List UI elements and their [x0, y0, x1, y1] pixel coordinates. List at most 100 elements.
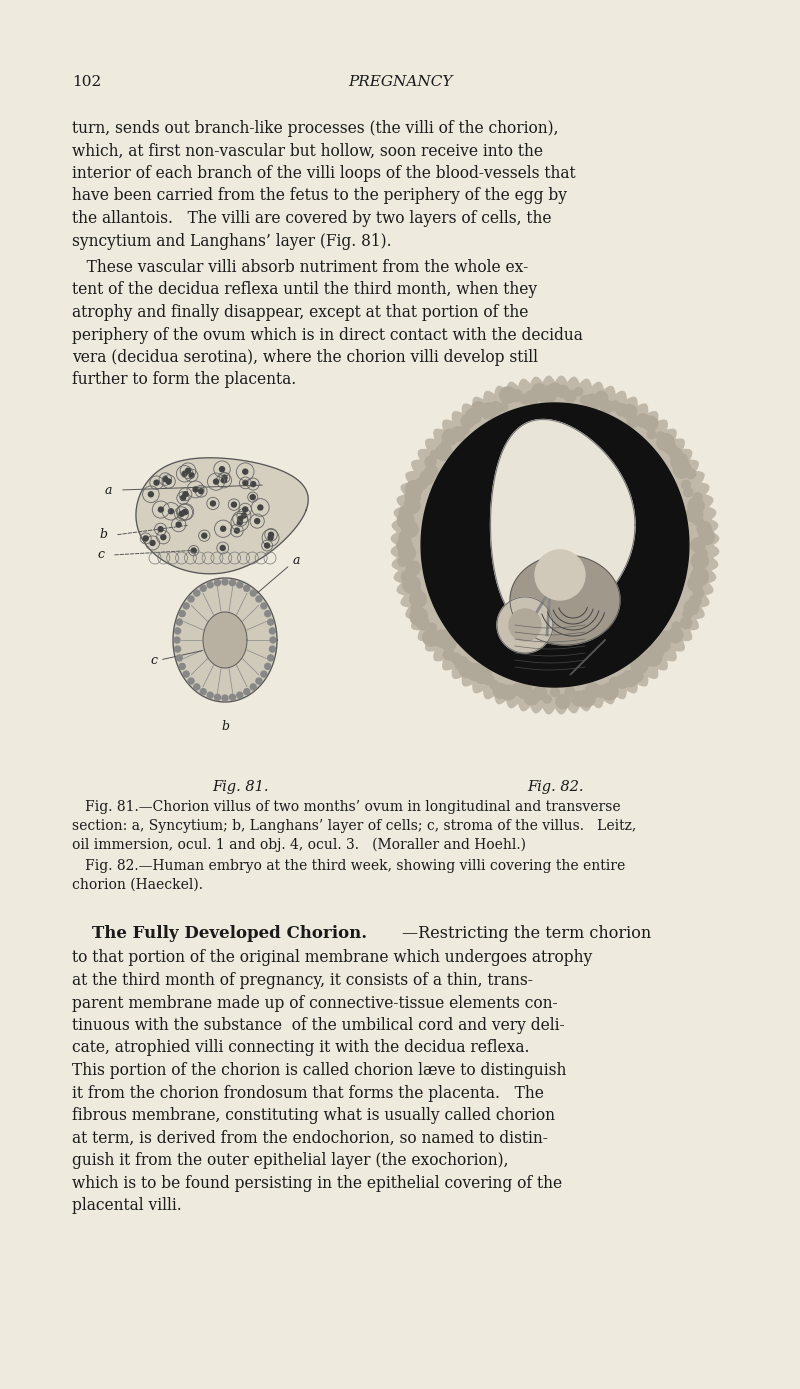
Text: fibrous membrane, constituting what is usually called chorion: fibrous membrane, constituting what is u… — [72, 1107, 555, 1124]
Circle shape — [518, 683, 533, 699]
Text: Fig. 82.: Fig. 82. — [526, 781, 583, 795]
Circle shape — [150, 540, 155, 546]
Circle shape — [182, 510, 187, 515]
Circle shape — [410, 590, 426, 607]
Circle shape — [158, 507, 163, 513]
Circle shape — [237, 692, 243, 699]
Circle shape — [250, 590, 256, 596]
Polygon shape — [203, 613, 247, 668]
Text: vera (decidua serotina), where the chorion villi develop still: vera (decidua serotina), where the chori… — [72, 349, 538, 365]
Circle shape — [234, 528, 239, 533]
Circle shape — [398, 544, 415, 561]
Text: chorion (Haeckel).: chorion (Haeckel). — [72, 878, 203, 892]
Circle shape — [256, 678, 262, 683]
Circle shape — [219, 467, 225, 472]
Circle shape — [254, 518, 260, 524]
Circle shape — [242, 469, 248, 474]
Circle shape — [237, 582, 243, 588]
Circle shape — [242, 507, 248, 513]
Circle shape — [397, 538, 412, 553]
Text: a: a — [293, 553, 301, 567]
Circle shape — [657, 432, 665, 440]
Circle shape — [162, 476, 168, 482]
Circle shape — [682, 481, 690, 489]
Text: turn, sends out branch-like processes (the villi of the chorion),: turn, sends out branch-like processes (t… — [72, 119, 558, 138]
Circle shape — [399, 531, 411, 543]
Text: cate, atrophied villi connecting it with the decidua reflexa.: cate, atrophied villi connecting it with… — [72, 1039, 530, 1057]
Circle shape — [183, 510, 188, 514]
Circle shape — [189, 472, 194, 478]
Circle shape — [186, 468, 190, 474]
Circle shape — [694, 564, 703, 574]
Circle shape — [193, 488, 198, 492]
Circle shape — [207, 582, 213, 588]
Circle shape — [261, 671, 267, 676]
Circle shape — [188, 678, 194, 683]
Circle shape — [668, 628, 683, 643]
Text: section: a, Syncytium; b, Langhans’ layer of cells; c, stroma of the villus.   L: section: a, Syncytium; b, Langhans’ laye… — [72, 820, 636, 833]
Circle shape — [398, 557, 407, 567]
Circle shape — [179, 511, 184, 517]
Circle shape — [202, 533, 206, 538]
Circle shape — [425, 456, 436, 467]
Circle shape — [176, 656, 182, 661]
Circle shape — [571, 692, 586, 706]
Circle shape — [230, 694, 235, 700]
Circle shape — [466, 408, 482, 424]
Circle shape — [655, 638, 670, 653]
Circle shape — [243, 481, 248, 485]
Circle shape — [466, 664, 483, 681]
Circle shape — [474, 665, 491, 683]
Circle shape — [265, 543, 270, 549]
Text: Fig. 81.—Chorion villus of two months’ ovum in longitudinal and transverse: Fig. 81.—Chorion villus of two months’ o… — [72, 800, 621, 814]
Circle shape — [601, 683, 618, 700]
Polygon shape — [136, 458, 308, 574]
Circle shape — [682, 610, 691, 619]
Circle shape — [556, 694, 570, 708]
Circle shape — [686, 507, 702, 522]
Circle shape — [645, 649, 662, 667]
Circle shape — [543, 694, 551, 703]
Circle shape — [214, 579, 221, 586]
Text: Fig. 81.: Fig. 81. — [212, 781, 268, 795]
Circle shape — [198, 489, 204, 493]
Circle shape — [550, 688, 559, 697]
Circle shape — [268, 656, 274, 661]
Circle shape — [442, 636, 456, 651]
Circle shape — [650, 643, 665, 658]
Circle shape — [174, 638, 180, 643]
Circle shape — [210, 501, 215, 506]
Circle shape — [684, 600, 698, 615]
Circle shape — [269, 532, 274, 538]
Text: placental villi.: placental villi. — [72, 1197, 182, 1214]
Circle shape — [261, 603, 267, 608]
Circle shape — [502, 685, 516, 700]
Circle shape — [220, 546, 226, 550]
Circle shape — [574, 388, 582, 396]
Circle shape — [194, 590, 200, 596]
Text: parent membrane made up of connective-tissue elements con-: parent membrane made up of connective-ti… — [72, 995, 558, 1011]
Circle shape — [183, 671, 189, 676]
Circle shape — [610, 401, 620, 411]
Polygon shape — [421, 403, 689, 688]
Circle shape — [430, 450, 438, 458]
Circle shape — [166, 479, 171, 483]
Circle shape — [586, 683, 601, 699]
Text: The Fully Developed Chorion.: The Fully Developed Chorion. — [92, 925, 367, 942]
Polygon shape — [173, 578, 277, 701]
Circle shape — [565, 688, 575, 697]
Circle shape — [699, 529, 714, 544]
Circle shape — [483, 674, 494, 685]
Text: b: b — [99, 528, 107, 542]
Polygon shape — [510, 556, 620, 644]
Text: PREGNANCY: PREGNANCY — [348, 75, 452, 89]
Text: Fig. 82.—Human embryo at the third week, showing villi covering the entire: Fig. 82.—Human embryo at the third week,… — [72, 858, 626, 874]
Circle shape — [490, 401, 502, 414]
Circle shape — [643, 417, 658, 431]
Circle shape — [690, 568, 709, 586]
Circle shape — [610, 678, 618, 686]
Circle shape — [406, 561, 420, 575]
Circle shape — [200, 689, 206, 694]
Circle shape — [270, 638, 276, 643]
Circle shape — [494, 683, 508, 699]
